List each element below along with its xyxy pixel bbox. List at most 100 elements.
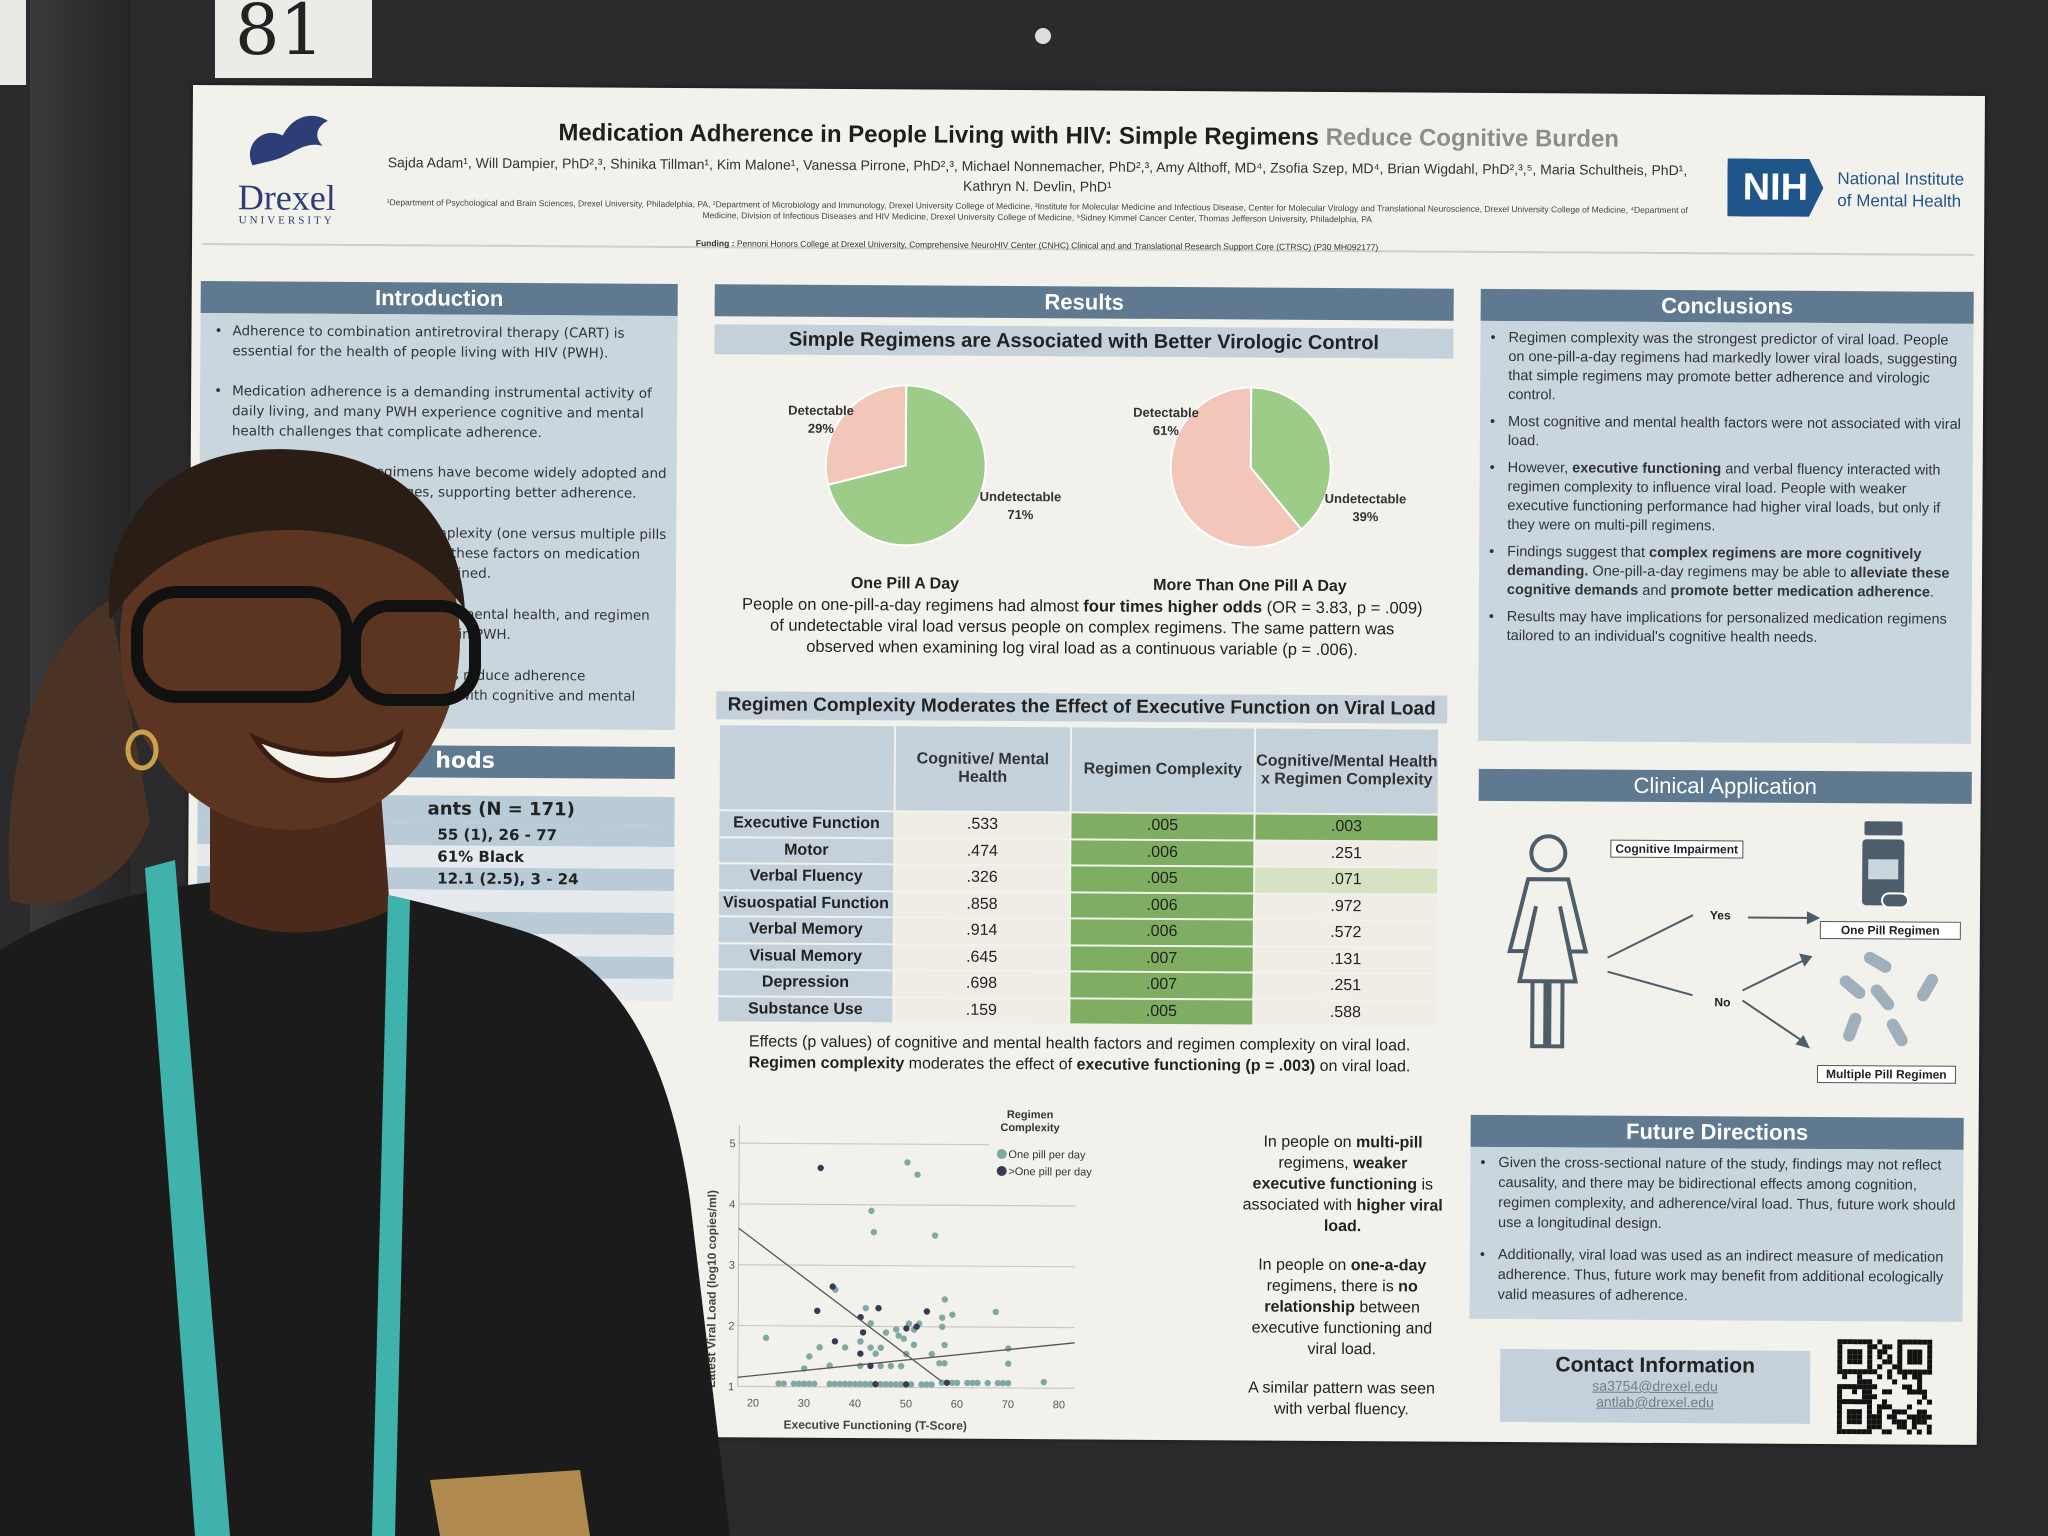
qr-module [1837,1349,1843,1355]
poster-header: Drexel UNIVERSITY Medication Adherence i… [202,95,1975,256]
nimh-line2: of Mental Health [1837,191,1962,211]
qr-module [1856,1419,1862,1425]
cell-rc: .007 [1069,944,1254,973]
qr-module [1847,1369,1853,1375]
qr-module [1911,1424,1917,1430]
qr-module [1927,1349,1933,1355]
point-one-pill [862,1304,869,1312]
pie-slice-undetectable [826,384,987,547]
qr-module [1836,1409,1842,1415]
qr-module [1917,1339,1923,1345]
qr-module [1857,1379,1863,1385]
qr-code[interactable] [1836,1339,1933,1435]
point-one-pill [877,1344,884,1351]
woman-icon [1507,834,1589,1049]
qr-module [1891,1414,1897,1420]
qr-module [1922,1339,1928,1345]
pie-value: 71% [1007,507,1034,522]
qr-module [1846,1419,1852,1425]
point-one-pill [974,1379,981,1387]
arrow-yes [1607,914,1694,959]
qr-module [1906,1414,1912,1420]
text-run: A similar pattern was seen with verbal f… [1248,1379,1435,1419]
qr-module [1906,1404,1912,1410]
row-label: Verbal Memory [717,916,894,944]
qr-module [1892,1379,1898,1385]
qr-module [1847,1384,1853,1390]
point-one-pill [816,1344,823,1351]
qr-module [1867,1364,1873,1370]
qr-module [1902,1374,1908,1380]
title-accent: Reduce Cognitive Burden [1325,123,1620,153]
row-label: Motor [718,836,895,865]
sweater [0,880,730,1536]
qr-module [1836,1419,1842,1425]
results-paragraph: People on one-pill-a-day regimens had al… [713,594,1452,662]
qr-module [1867,1389,1873,1395]
qr-module [1882,1344,1888,1350]
qr-module [1876,1404,1882,1410]
qr-module [1862,1394,1868,1400]
qr-module [1897,1364,1903,1370]
qr-module [1897,1354,1903,1360]
point-one-pill [910,1341,918,1349]
qr-module [1876,1419,1882,1425]
text-run: People on one-pill-a-day regimens had al… [742,595,1084,616]
point-one-pill [887,1362,895,1370]
emphasis-text: four times higher odds [1083,597,1263,617]
point-multi-pill [814,1307,821,1315]
emphasis-text: Regimen complexity [748,1054,905,1073]
contact-email-1[interactable]: sa3754@drexel.edu [1592,1377,1718,1395]
cognitive-impairment-label: Cognitive Impairment [1610,839,1744,859]
qr-module [1851,1399,1858,1405]
waistband [430,1470,590,1536]
qr-module [1872,1344,1878,1350]
point-one-pill [846,1380,854,1388]
bullet-item: Results may have implications for person… [1485,608,1966,649]
qr-module [1842,1384,1848,1390]
point-one-pill [984,1379,991,1387]
qr-module [1917,1389,1923,1395]
qr-module [1871,1419,1877,1425]
qr-module [1862,1384,1868,1390]
person-foreground [0,449,730,1536]
text-run: Most cognitive and mental health factors… [1507,414,1961,450]
qr-module [1907,1349,1913,1355]
qr-module [1837,1394,1843,1400]
note-one-pill: In people on one-a-day regimens, there i… [1239,1254,1445,1360]
cell-cmh: .159 [893,996,1070,1025]
qr-module [1897,1344,1903,1350]
qr-module [1847,1359,1853,1365]
contact-box: Contact Information sa3754@drexel.edu an… [1499,1349,1811,1424]
text-run: on viral load. [1315,1057,1411,1076]
text-run: Results may have implications for person… [1506,609,1947,646]
text-run: In people on [1258,1256,1351,1275]
qr-module [1857,1374,1863,1380]
contact-email-2[interactable]: antlab@drexel.edu [1596,1393,1714,1411]
point-one-pill [1004,1379,1012,1387]
qr-module [1861,1399,1868,1405]
qr-module [1887,1359,1893,1365]
point-one-pill [941,1296,949,1303]
row-label: Depression [717,969,894,997]
table-header-corner [718,724,896,812]
text-run: However, [1507,460,1573,477]
point-one-pill [872,1350,879,1357]
pie-value: 29% [808,421,835,436]
qr-module [1877,1339,1883,1345]
qr-module [1881,1399,1888,1405]
point-one-pill [923,1381,930,1388]
qr-module [1887,1374,1893,1380]
qr-module [1847,1349,1853,1355]
bullet-item: Most cognitive and mental health factors… [1486,413,1967,454]
point-multi-pill [902,1381,910,1388]
point-one-pill [941,1341,948,1349]
point-one-pill [938,1323,946,1330]
pie-label: Undetectable [980,489,1062,504]
qr-module [1867,1379,1873,1385]
y-tick-label: 4 [729,1199,735,1211]
qr-module [1921,1414,1927,1420]
cell-interaction: .972 [1253,892,1439,921]
qr-module [1887,1389,1893,1395]
qr-module [1897,1339,1903,1345]
